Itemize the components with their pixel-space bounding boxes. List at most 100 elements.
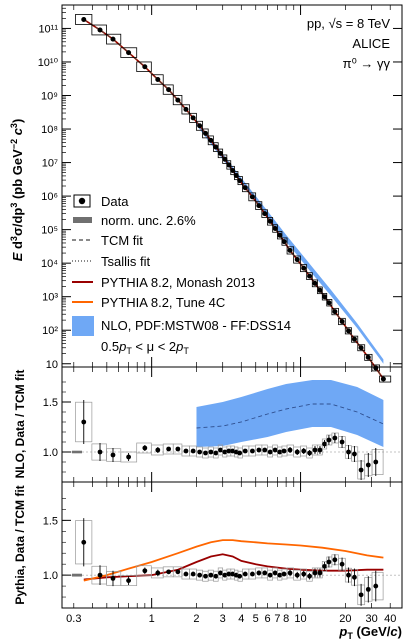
spectrum-data-syst-box <box>306 272 313 280</box>
nlo-ratio-data-point <box>358 467 364 473</box>
spectrum-data-syst-box <box>195 120 203 131</box>
legend-entry-tsallis: Tsallis fit <box>72 254 151 269</box>
nlo-ratio-data-point <box>365 462 371 468</box>
legend-label-norm-unc: norm. unc. 2.6% <box>101 213 196 228</box>
annotation-experiment: ALICE <box>352 36 390 51</box>
spectrum-nlo-band <box>196 120 384 364</box>
pythia-ratio-data-point <box>97 572 103 578</box>
spectrum-y-axis-title: E d3σ/dp3 (pb GeV−2 c3) <box>9 119 25 262</box>
spectrum-data-syst-box <box>357 344 366 352</box>
pythia-ratio-data-point <box>203 573 208 579</box>
spectrum-y-tick-label: 10³ <box>42 292 58 304</box>
nlo-ratio-y-tick-label: 1.5 <box>43 397 58 409</box>
spectrum-data-syst-box <box>286 246 295 255</box>
pythia-ratio-data-point <box>142 568 148 574</box>
spectrum-data-point <box>249 194 255 200</box>
x-tick-label: 3 <box>220 613 226 625</box>
pythia-ratio-data-point <box>287 570 293 576</box>
legend-label-tcm: TCM fit <box>101 233 143 248</box>
nlo-ratio-nlo-band <box>196 380 384 447</box>
spectrum-data-syst-box <box>136 61 152 72</box>
spectrum-data-point <box>326 300 332 306</box>
legend-entry-data: Data <box>73 194 129 209</box>
legend-label-scale: 0.5pT < μ < 2pT <box>101 339 189 356</box>
spectrum-data-point <box>222 156 228 162</box>
legend-label-tsallis: Tsallis fit <box>101 254 151 269</box>
pythia-ratio-monash-curve <box>83 553 384 581</box>
nlo-ratio-data-point <box>226 448 232 454</box>
spectrum-data-point <box>351 336 357 342</box>
nlo-ratio-data-point <box>256 447 262 453</box>
nlo-ratio-data-point <box>213 450 219 456</box>
pythia-ratio-data-point <box>373 583 379 589</box>
pythia-ratio-tune4c-curve <box>83 539 384 582</box>
spectrum-y-tick-label: 10² <box>42 325 58 337</box>
spectrum-data-point <box>183 106 189 112</box>
spectrum-data-syst-box <box>351 335 359 343</box>
pythia-ratio-data-point <box>281 571 287 577</box>
spectrum-data-syst-box <box>106 33 122 45</box>
spectrum-data-point <box>203 130 209 136</box>
spectrum-data-point <box>230 167 236 173</box>
spectrum-data-syst-box <box>371 364 380 372</box>
nlo-ratio-data-point <box>272 447 278 453</box>
spectrum-data-syst-box <box>162 84 174 95</box>
spectrum-data-point <box>110 36 116 42</box>
pythia-ratio-data-syst-box <box>120 575 138 586</box>
pythia-ratio-data-point <box>222 572 228 578</box>
spectrum-data-syst-box <box>331 307 339 316</box>
pythia-ratio-data-point <box>272 570 278 576</box>
legend: Data norm. unc. 2.6% TCM fit Tsallis fit… <box>72 194 291 356</box>
annotation-system: pp, √s = 8 TeV <box>307 16 390 31</box>
spectrum-data-syst-box <box>338 317 346 326</box>
spectrum-data-syst-box <box>172 95 183 106</box>
spectrum-data-point <box>287 247 293 253</box>
pythia-ratio-data-point <box>208 572 214 578</box>
spectrum-data-point <box>380 376 386 382</box>
spectrum-y-tick-label: 10¹¹ <box>38 23 58 35</box>
spectrum-data-point <box>126 50 132 56</box>
pythia-ratio-data-point <box>277 572 283 578</box>
pythia-ratio-plot-layer <box>62 518 402 606</box>
spectrum-data-point <box>301 265 307 271</box>
spectrum-data-point <box>322 294 328 300</box>
spectrum-data-point <box>365 354 371 360</box>
x-tick-label: 5 <box>253 613 259 625</box>
nlo-ratio-data-point <box>326 437 332 443</box>
pythia-ratio-data-point <box>317 570 323 576</box>
nlo-ratio-data-point <box>339 439 345 445</box>
pythia-ratio-y-axis-title: Pythia, Data / TCM fit <box>13 485 27 604</box>
pythia-ratio-data-point <box>155 570 161 576</box>
pythia-ratio-y-tick-label: 1.5 <box>43 515 58 527</box>
nlo-ratio-data-point <box>332 435 338 441</box>
nlo-ratio-nlo-center-line <box>196 403 384 429</box>
spectrum-y-tick-label: 10⁶ <box>41 191 58 203</box>
legend-label-monash: PYTHIA 8.2, Monash 2013 <box>101 275 255 290</box>
spectrum-data-syst-box <box>255 201 263 210</box>
legend-data-marker-icon <box>78 197 86 205</box>
x-tick-label: 0.3 <box>66 613 81 625</box>
nlo-ratio-data-point <box>373 459 379 465</box>
spectrum-data-point <box>142 64 148 70</box>
pythia-ratio-data-point <box>332 557 338 563</box>
x-tick-label: 40 <box>384 613 396 625</box>
spectrum-data-syst-box <box>293 255 301 264</box>
nlo-ratio-data-point <box>281 448 287 454</box>
spectrum-data-point <box>294 257 300 263</box>
spectrum-data-point <box>277 232 283 238</box>
x-tick-label: 6 <box>264 613 270 625</box>
spectrum-data-point <box>97 27 103 33</box>
spectrum-data-syst-box <box>242 183 250 193</box>
nlo-ratio-data-point <box>155 447 161 453</box>
legend-nlo-band-icon <box>72 316 94 336</box>
pythia-ratio-data-syst-box <box>371 571 384 601</box>
nlo-ratio-data-point <box>287 447 293 453</box>
spectrum-data-point <box>237 178 243 184</box>
spectrum-data-point <box>312 280 318 286</box>
spectrum-y-tick-label: 10 <box>46 359 58 371</box>
pythia-ratio-data-point <box>242 571 248 577</box>
nlo-ratio-data-point <box>97 449 103 455</box>
nlo-ratio-data-point <box>203 450 208 456</box>
nlo-ratio-plot-layer <box>62 380 402 480</box>
spectrum-data-point <box>213 144 219 150</box>
